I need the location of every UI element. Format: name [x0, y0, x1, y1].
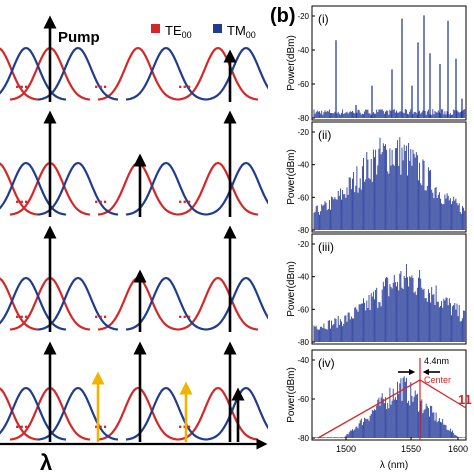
te-mode-curve — [97, 276, 179, 331]
spectrum-subplot: (iii) -20 -40 -60 -80 Power(dBm) — [286, 233, 467, 347]
ellipsis-mark: ... — [94, 305, 107, 322]
tm-mode-curve — [125, 46, 207, 101]
y-tick-label: -40 — [297, 161, 309, 170]
y-tick-label: -20 — [297, 12, 309, 21]
value-annotation: 11 — [458, 392, 472, 407]
y-tick-label: -60 — [297, 193, 309, 202]
te-mode-curve — [97, 386, 179, 441]
x-tick-label: 1600 — [448, 444, 468, 454]
ellipsis-mark: ... — [178, 75, 191, 92]
legend-swatch-tm — [213, 24, 222, 33]
ellipsis-mark: ... — [15, 305, 28, 322]
y-tick-label: -60 — [297, 80, 309, 89]
y-axis-label: Power(dBm) — [286, 149, 297, 205]
envelope-line-right — [419, 379, 467, 409]
ellipsis-mark: ... — [94, 75, 107, 92]
y-tick-label: -80 — [297, 434, 309, 443]
mode-curves — [0, 46, 268, 441]
ellipsis-mark: ... — [15, 190, 28, 207]
y-tick-label: -40 — [297, 46, 309, 55]
ellipsis-mark: ... — [178, 190, 191, 207]
spectrum-subplot: (ii) -20 -40 -60 -80 Power(dBm) — [286, 121, 467, 235]
tm-mode-curve — [205, 386, 268, 441]
ellipsis-mark: ... — [178, 305, 191, 322]
y-tick-label: -80 — [297, 114, 309, 123]
spectra-panel: (i) -20 -40 -60 -80 Power(dBm) (ii) -20 -40 -60 -8… — [286, 5, 472, 471]
tm-mode-curve — [205, 161, 268, 216]
ellipsis-mark: ... — [15, 415, 28, 432]
ellipsis-mark: ... — [94, 190, 107, 207]
tm-mode-curve — [37, 276, 119, 331]
subplot-frame — [311, 5, 467, 121]
tm-mode-curve — [37, 161, 119, 216]
wavelength-axis-label: λ — [40, 450, 52, 474]
pump-arrows — [43, 15, 245, 442]
spectrum-subplot: (iv) -40 -60 -80 Power(dBm) — [286, 349, 467, 443]
y-tick-label: -20 — [297, 240, 309, 249]
spectrum-subplot: (i) -20 -40 -60 -80 Power(dBm) — [286, 5, 467, 123]
subplot-label: (iii) — [318, 240, 334, 254]
subplot-label: (iv) — [318, 356, 335, 370]
x-axis: 1500 1550 1600 λ (nm) — [336, 437, 468, 471]
panel-label-b: (b) — [270, 5, 296, 27]
legend-label-tm: TM00 — [227, 23, 256, 40]
ellipsis-mark: ... — [15, 75, 28, 92]
pump-label: Pump — [58, 29, 100, 46]
comb-line — [335, 15, 463, 118]
tm-mode-curve — [37, 46, 119, 101]
envelope-line-left — [317, 379, 421, 439]
x-tick-label: 1500 — [336, 444, 356, 454]
tm-mode-curve — [205, 276, 268, 331]
ellipsis-marks: .................................... — [15, 75, 191, 432]
legend-label-te: TE00 — [165, 23, 192, 40]
subplot-label: (ii) — [318, 128, 331, 142]
y-tick-label: -80 — [297, 338, 309, 347]
y-tick-label: -60 — [297, 395, 309, 404]
ellipsis-mark: ... — [94, 415, 107, 432]
y-axis-label: Power(dBm) — [286, 35, 297, 91]
legend: TE00 TM00 — [151, 23, 256, 40]
x-tick-label: 1550 — [401, 444, 421, 454]
te-mode-curve — [97, 161, 179, 216]
y-tick-label: -40 — [297, 356, 309, 365]
center-annotation: Center — [424, 375, 451, 385]
subplot-label: (i) — [318, 12, 329, 26]
tm-mode-curve — [37, 386, 119, 441]
y-tick-label: -60 — [297, 305, 309, 314]
y-axis-label: Power(dBm) — [286, 367, 297, 423]
y-tick-label: -40 — [297, 273, 309, 282]
spectrum-trace — [313, 137, 466, 230]
spectrum-trace — [313, 264, 466, 342]
y-tick-label: -20 — [297, 128, 309, 137]
y-axis-label: Power(dBm) — [286, 261, 297, 317]
tm-mode-curve — [205, 46, 268, 101]
x-axis-label: λ (nm) — [380, 460, 408, 471]
width-annotation: 4.4nm — [424, 356, 449, 366]
subplot-iv-annotations: 4.4nm Center 11 — [317, 356, 472, 440]
te-mode-curve — [97, 46, 179, 101]
ellipsis-mark: ... — [178, 415, 191, 432]
mode-diagram: .................................... — [0, 15, 268, 442]
y-tick-label: -80 — [297, 226, 309, 235]
legend-swatch-te — [151, 24, 160, 33]
